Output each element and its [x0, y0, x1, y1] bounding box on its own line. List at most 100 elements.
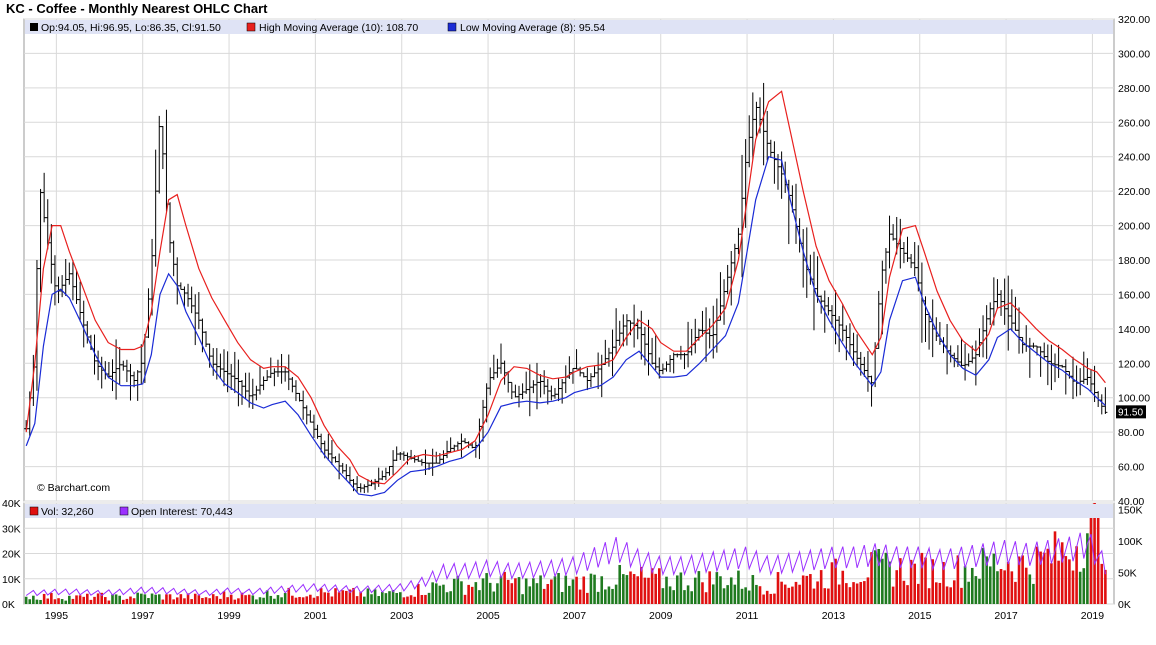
volume-bar — [104, 597, 107, 604]
volume-bar — [845, 583, 848, 604]
volume-y-axis-left: 40K 30K 20K 10K 0K — [2, 498, 21, 611]
volume-bar — [546, 584, 550, 604]
volume-bar — [819, 570, 823, 604]
volume-bar — [352, 587, 355, 604]
volume-bar — [622, 574, 625, 604]
price-panel: 320.00 300.00 280.00 260.00 240.00 220.00 200.… — [23, 14, 1150, 508]
volume-bar — [539, 575, 542, 604]
volume-bar — [363, 596, 366, 604]
barchart-watermark: © Barchart.com — [37, 482, 110, 494]
volume-bar — [924, 557, 927, 604]
volume-bar — [693, 577, 697, 604]
volume-bar — [791, 586, 794, 604]
volume-bar — [431, 582, 434, 604]
volume-bar — [226, 597, 229, 604]
volume-bar — [449, 591, 452, 604]
volume-bar — [942, 561, 945, 604]
volume-bar — [611, 588, 614, 604]
volume-bar — [863, 581, 866, 604]
low-moving-average-line — [25, 155, 1106, 497]
volume-bar — [1093, 503, 1096, 604]
open-interest-y-axis-right: 150K 100K 50K 0K — [1118, 504, 1143, 611]
volume-bar — [309, 594, 312, 604]
volume-bar — [420, 595, 424, 604]
volume-bar — [496, 583, 499, 604]
last-price-badge — [1116, 405, 1146, 419]
volume-bar — [330, 596, 334, 604]
volume-bar — [629, 571, 632, 604]
volume-bar — [247, 594, 251, 604]
volume-bar — [557, 573, 560, 604]
volume-bar — [233, 599, 237, 604]
volume-bar — [593, 574, 596, 604]
volume-bar — [71, 598, 75, 604]
volume-bar — [686, 585, 690, 604]
volume-bar — [801, 575, 805, 604]
volume-bar — [988, 566, 992, 604]
volume-bar — [614, 584, 618, 604]
x-tick-label: 2015 — [908, 610, 932, 622]
volume-bar — [931, 559, 934, 604]
volume-bar — [596, 591, 600, 604]
volume-bar — [809, 574, 812, 604]
volume-bar — [492, 591, 496, 604]
volume-bar — [827, 588, 830, 604]
volume-bar — [107, 600, 111, 604]
volume-bar — [830, 562, 834, 604]
open-interest-y-tick-label: 50K — [1118, 567, 1137, 579]
volume-bar — [514, 578, 517, 604]
x-tick-label: 2007 — [563, 610, 587, 622]
volume-bar — [816, 581, 819, 604]
volume-bar — [665, 576, 668, 604]
volume-bar — [755, 584, 758, 604]
volume-bar — [550, 579, 553, 604]
volume-bar — [981, 548, 985, 604]
open-interest-legend-text: Open Interest: 70,443 — [131, 506, 233, 518]
volume-y-tick-label: 20K — [2, 549, 21, 561]
volume-bar — [913, 563, 917, 604]
price-y-tick-label: 260.00 — [1118, 117, 1150, 129]
volume-bar — [273, 598, 276, 604]
volume-bar — [528, 586, 532, 604]
x-tick-label: 2001 — [304, 610, 328, 622]
volume-bar — [640, 566, 643, 604]
volume-bar — [600, 576, 604, 604]
volume-bar — [877, 549, 881, 604]
volume-bar — [485, 573, 488, 604]
volume-bar — [625, 575, 629, 604]
x-tick-label: 1995 — [45, 610, 69, 622]
volume-bar — [64, 600, 68, 604]
volume-y-tick-label: 0K — [2, 599, 15, 611]
volume-y-tick-label: 40K — [2, 498, 21, 510]
x-tick-label: 2017 — [994, 610, 1018, 622]
price-y-tick-label: 140.00 — [1118, 324, 1150, 336]
volume-bar — [287, 587, 291, 604]
price-y-tick-label: 40.00 — [1118, 496, 1144, 508]
volume-bar — [1024, 567, 1028, 604]
volume-bar — [945, 586, 949, 604]
volume-bar — [244, 595, 247, 604]
open-interest-y-tick-label: 100K — [1118, 536, 1143, 548]
price-y-tick-label: 80.00 — [1118, 427, 1144, 439]
volume-bar — [1028, 574, 1032, 604]
volume-bar — [762, 594, 765, 604]
volume-bar — [262, 597, 265, 604]
volume-bar — [114, 594, 118, 604]
volume-bar — [398, 592, 402, 604]
volume-bar — [1032, 583, 1035, 604]
volume-bar — [560, 591, 564, 604]
volume-bar — [769, 593, 773, 604]
volume-bar — [388, 591, 391, 604]
volume-bar — [888, 561, 891, 604]
volume-bar — [643, 577, 647, 604]
volume-bar — [323, 592, 327, 604]
volume-bar — [683, 590, 686, 604]
volume-bar — [960, 587, 963, 604]
volume-bar — [553, 576, 557, 604]
high-ma-legend-swatch — [246, 22, 256, 32]
volume-bar — [697, 571, 701, 604]
ohlc-legend-swatch — [30, 23, 38, 31]
vol-legend-text: Vol: 32,260 — [41, 506, 94, 518]
volume-bar — [1046, 548, 1050, 604]
volume-bar — [920, 552, 924, 604]
